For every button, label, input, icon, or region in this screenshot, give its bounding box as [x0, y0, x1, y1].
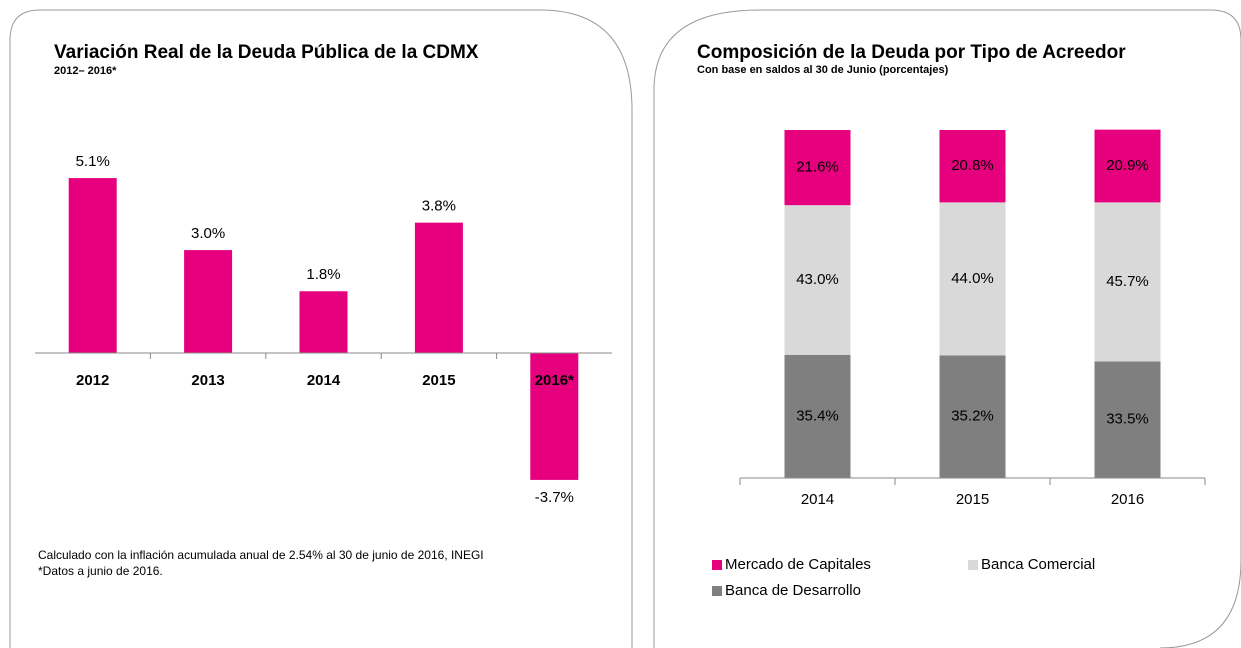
- bar-segment: [784, 130, 851, 206]
- footnote: *Datos a junio de 2016.: [38, 564, 163, 578]
- bar-segment: [1094, 202, 1161, 362]
- x-tick-label: 2013: [191, 372, 224, 389]
- x-tick-label: 2016*: [535, 372, 574, 389]
- value-label: 21.6%: [796, 159, 839, 176]
- value-label: 20.8%: [951, 157, 994, 174]
- bar-segment: [784, 205, 851, 355]
- bar: [299, 291, 348, 353]
- value-label: 45.7%: [1106, 273, 1149, 290]
- value-label: 3.0%: [191, 225, 225, 242]
- value-label: 3.8%: [422, 198, 456, 215]
- x-tick-label: 2012: [76, 372, 109, 389]
- chart-subtitle: 2012– 2016*: [54, 65, 117, 77]
- x-tick-label: 2015: [422, 372, 455, 389]
- bar: [414, 222, 463, 353]
- value-label: 1.8%: [306, 266, 340, 283]
- x-tick-label: 2016: [1111, 491, 1144, 508]
- bar-segment: [1094, 129, 1161, 203]
- legend-swatch: [968, 560, 978, 570]
- bar-segment: [784, 354, 851, 478]
- value-label: 35.2%: [951, 408, 994, 425]
- value-label: 20.9%: [1106, 157, 1149, 174]
- value-label: 33.5%: [1106, 411, 1149, 428]
- value-label: 5.1%: [76, 153, 110, 170]
- bar: [68, 178, 117, 353]
- legend-label: Banca de Desarrollo: [725, 582, 861, 599]
- legend-label: Banca Comercial: [981, 556, 1095, 573]
- chart-title: Variación Real de la Deuda Pública de la…: [54, 42, 479, 63]
- bar-segment: [939, 202, 1006, 356]
- legend-swatch: [712, 586, 722, 596]
- chart-title: Composición de la Deuda por Tipo de Acre…: [697, 42, 1126, 63]
- panel-border: [653, 9, 1241, 648]
- x-tick-label: 2014: [307, 372, 341, 389]
- value-label: -3.7%: [535, 489, 574, 506]
- x-tick-label: 2015: [956, 491, 989, 508]
- bar-segment: [939, 355, 1006, 478]
- footnote: Calculado con la inflación acumulada anu…: [38, 548, 484, 562]
- chart-subtitle: Con base en saldos al 30 de Junio (porce…: [697, 64, 949, 76]
- panel-border: [9, 9, 633, 648]
- bar-segment: [1094, 361, 1161, 478]
- value-label: 43.0%: [796, 271, 839, 288]
- value-label: 44.0%: [951, 270, 994, 287]
- bar: [530, 353, 579, 480]
- legend-label: Mercado de Capitales: [725, 556, 871, 573]
- value-label: 35.4%: [796, 407, 839, 424]
- legend-swatch: [712, 560, 722, 570]
- bar: [184, 250, 233, 353]
- x-tick-label: 2014: [801, 491, 834, 508]
- bar-segment: [939, 130, 1006, 203]
